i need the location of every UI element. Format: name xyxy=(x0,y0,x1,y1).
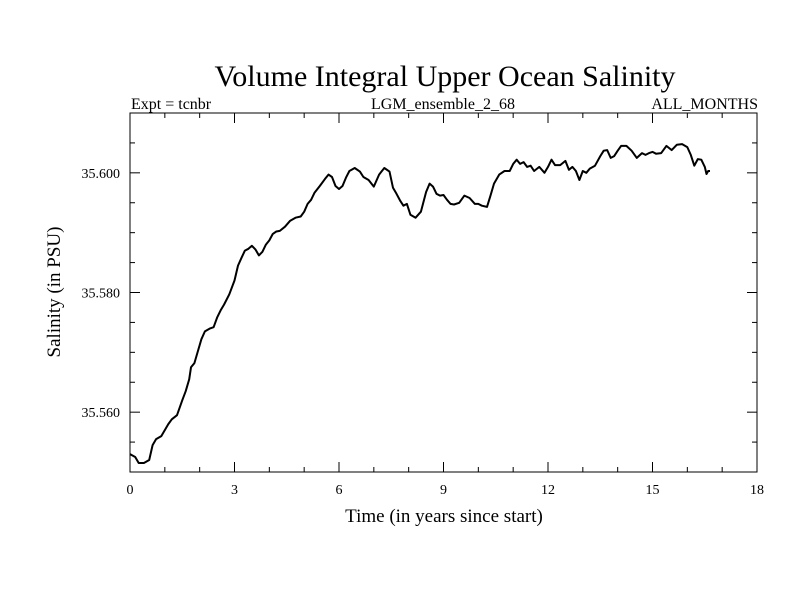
chart-title: Volume Integral Upper Ocean Salinity xyxy=(215,60,676,93)
x-tick-label: 18 xyxy=(750,483,764,498)
tick-labels: 0 3 6 9 12 15 18 35.560 35.580 35.600 xyxy=(82,167,765,498)
x-tick-label: 15 xyxy=(646,483,660,498)
y-tick-label: 35.560 xyxy=(82,406,121,421)
x-tick-label: 9 xyxy=(440,483,447,498)
series-line-salinity xyxy=(129,143,710,464)
subtitle-months: ALL_MONTHS xyxy=(651,96,758,113)
y-tick-label: 35.580 xyxy=(82,287,121,302)
x-tick-label: 6 xyxy=(336,483,343,498)
axis-ticks xyxy=(129,112,758,473)
x-tick-label: 12 xyxy=(541,483,555,498)
x-axis-label: Time (in years since start) xyxy=(345,506,543,527)
y-tick-label: 35.600 xyxy=(82,167,121,182)
subtitle-experiment: Expt = tcnbr xyxy=(131,96,212,113)
subtitle-ensemble: LGM_ensemble_2_68 xyxy=(371,96,515,113)
y-axis-label: Salinity (in PSU) xyxy=(44,227,65,358)
x-tick-label: 0 xyxy=(127,483,134,498)
plot-frame xyxy=(129,112,758,473)
x-tick-label: 3 xyxy=(231,483,238,498)
